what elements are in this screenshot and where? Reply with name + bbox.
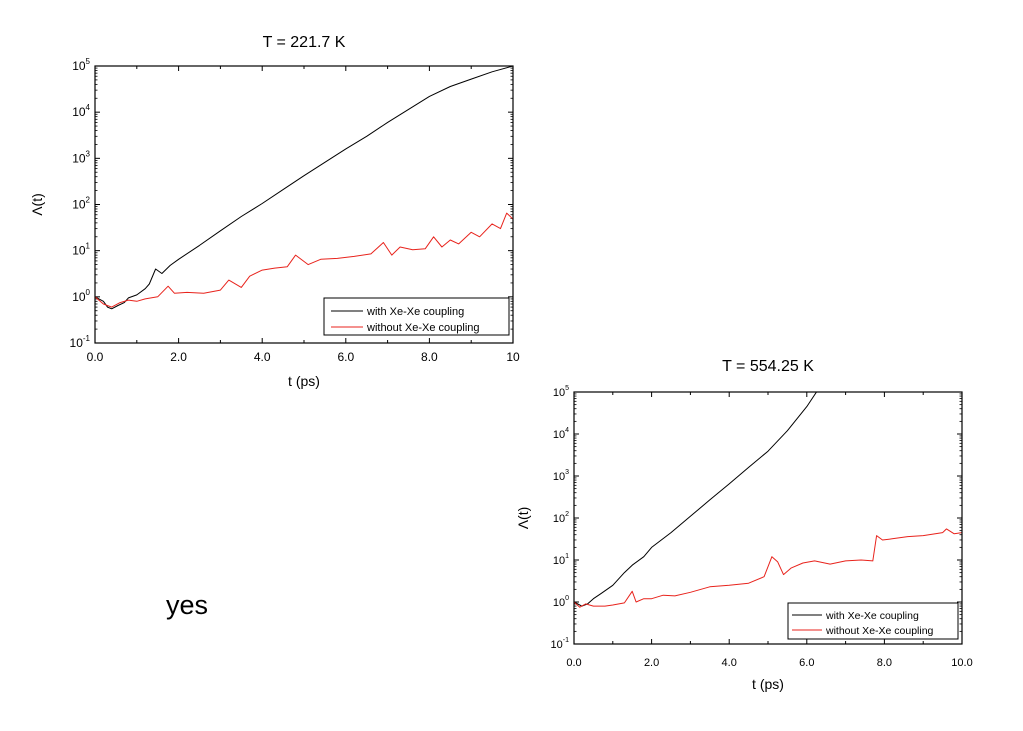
series-line-without-coupling (95, 212, 513, 308)
x-axis-label: t (ps) (288, 373, 320, 389)
y-tick-label: 100 (553, 595, 569, 609)
x-tick-label: 0.0 (87, 350, 104, 364)
series-line-without-coupling (574, 528, 962, 608)
series-line-with-coupling (95, 66, 513, 310)
plot-frame (94, 65, 514, 344)
x-tick-label: 10.0 (951, 657, 972, 669)
x-tick-label: 2.0 (644, 657, 659, 669)
y-tick-label: 103 (72, 149, 90, 165)
y-tick-label: 10-1 (551, 637, 570, 651)
y-tick-label: 100 (72, 288, 90, 304)
y-tick-label: 104 (72, 103, 90, 119)
legend: with Xe-Xe coupling without Xe-Xe couplin… (323, 297, 510, 336)
legend: with Xe-Xe coupling without Xe-Xe couplin… (787, 602, 959, 640)
legend-label: without Xe-Xe coupling (366, 322, 480, 334)
x-tick-label: 10 (506, 350, 520, 364)
chart-title: T = 554.25 K (722, 358, 814, 375)
y-tick-label: 101 (553, 553, 569, 567)
x-tick-label: 6.0 (337, 350, 354, 364)
x-tick-label: 0.0 (566, 657, 581, 669)
chart-0: T = 221.7 K t (ps) Λ(t) 0.0 2.0 4.0 6.0 8.0 10 10… (29, 34, 520, 389)
y-axis-label: Λ(t) (515, 507, 531, 530)
x-tick-label: 8.0 (421, 350, 438, 364)
y-tick-label: 105 (553, 385, 569, 399)
plot-frame (573, 391, 963, 645)
legend-box (323, 297, 510, 336)
y-tick-label: 101 (72, 242, 90, 258)
annotation-yes: yes (166, 590, 209, 620)
series-line-with-coupling (574, 392, 817, 607)
y-tick-label: 104 (553, 427, 569, 441)
legend-label: with Xe-Xe coupling (825, 610, 919, 622)
y-tick-label: 10-1 (70, 334, 91, 350)
legend-label: with Xe-Xe coupling (366, 306, 464, 318)
x-tick-label: 6.0 (799, 657, 814, 669)
chart-1: T = 554.25 K t (ps) Λ(t) 0.0 2.0 4.0 6.0 8.0 10.… (515, 358, 973, 692)
chart-title: T = 221.7 K (263, 34, 346, 51)
y-tick-label: 103 (553, 469, 569, 483)
x-tick-label: 2.0 (170, 350, 187, 364)
y-tick-label: 102 (553, 511, 569, 525)
legend-box (787, 602, 959, 640)
y-tick-label: 105 (72, 57, 90, 73)
x-tick-label: 8.0 (877, 657, 892, 669)
y-axis-label: Λ(t) (29, 193, 45, 216)
x-axis-label: t (ps) (752, 676, 784, 692)
x-tick-label: 4.0 (254, 350, 271, 364)
legend-label: without Xe-Xe coupling (825, 625, 934, 637)
x-tick-label: 4.0 (722, 657, 737, 669)
y-tick-label: 102 (72, 196, 90, 212)
